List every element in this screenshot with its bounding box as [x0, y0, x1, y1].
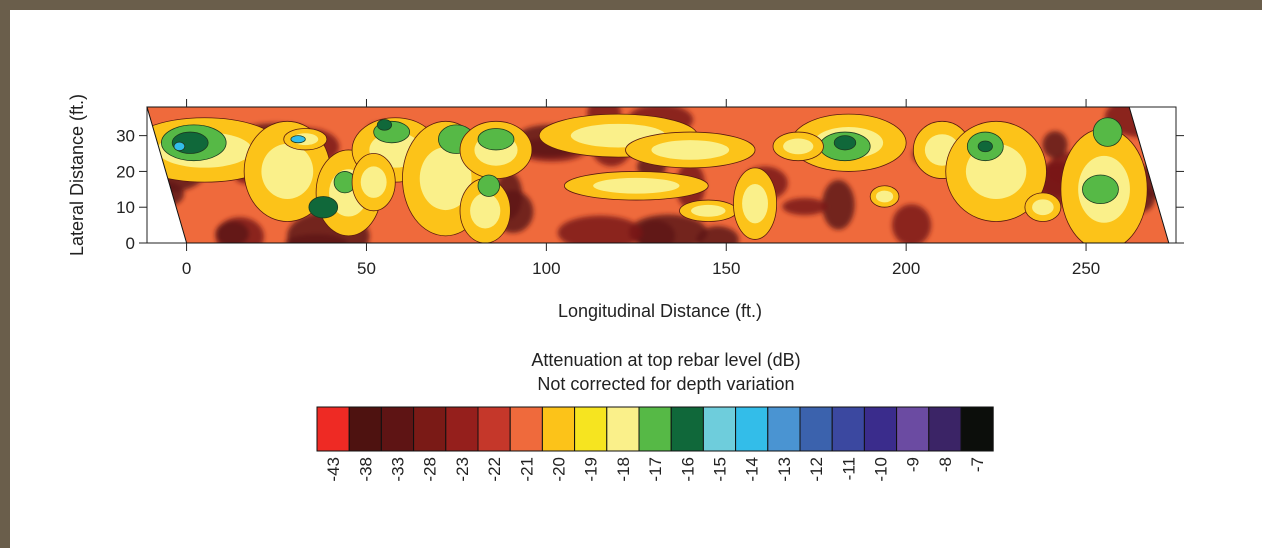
contour-region	[875, 190, 894, 203]
colorbar-label: -38	[356, 457, 375, 482]
y-axis: 0 10 20 30	[116, 127, 1184, 253]
colorbar-swatch	[316, 406, 350, 452]
contour-region	[593, 177, 680, 194]
colorbar-swatch	[509, 406, 543, 452]
colorbar-label: -33	[389, 457, 408, 482]
colorbar-label: -22	[485, 457, 504, 482]
figure-panel: 0 50 100 150 200 250 0 10 20 30 Longitudinal Dis…	[10, 10, 1262, 548]
colorbar-label: -17	[646, 457, 665, 482]
colorbar-swatch	[896, 406, 930, 452]
colorbar-swatch	[863, 406, 898, 452]
deck-outline	[146, 106, 1170, 244]
contour-region	[742, 183, 768, 224]
colorbar-swatch	[574, 406, 608, 452]
colorbar-swatch	[831, 406, 865, 452]
colorbar-swatch	[702, 406, 737, 452]
contour-region	[1082, 174, 1119, 205]
attenuation-map-figure: 0 50 100 150 200 250 0 10 20 30 Longitudinal Dis…	[67, 94, 1184, 482]
colorbar-label: -28	[421, 457, 440, 482]
contour-blob	[1042, 131, 1068, 159]
colorbar-swatch	[767, 406, 801, 452]
colorbar-label: -9	[904, 457, 923, 472]
contour-region	[360, 166, 387, 198]
contour-region	[977, 140, 993, 153]
colorbar-swatch	[928, 406, 962, 452]
x-tick-label: 200	[892, 259, 920, 278]
colorbar-title-line1: Attenuation at top rebar level (dB)	[531, 350, 800, 370]
colorbar-label: -20	[550, 457, 569, 482]
contour-blob	[892, 204, 932, 243]
contour-blob	[635, 220, 676, 243]
colorbar-swatch	[445, 406, 479, 452]
colorbar-swatch	[413, 406, 447, 452]
attenuation-contour-field	[147, 107, 1169, 243]
colorbar: -43 -38 -33 -28 -23 -22 -21 -20 -19 -18 -17 -16 -15-…	[316, 406, 994, 482]
x-tick-label: 0	[182, 259, 191, 278]
x-tick-label: 50	[357, 259, 376, 278]
colorbar-label: -18	[614, 457, 633, 482]
contour-blob	[215, 221, 250, 243]
colorbar-swatch	[638, 406, 672, 452]
x-axis-label: Longitudinal Distance (ft.)	[558, 301, 762, 321]
colorbar-label: -15	[711, 457, 730, 482]
colorbar-label: -10	[872, 457, 891, 482]
contour-region	[1092, 117, 1123, 147]
colorbar-label: -43	[324, 457, 343, 482]
colorbar-label: -16	[678, 457, 697, 482]
y-tick-label: 10	[116, 198, 135, 217]
colorbar-swatch	[348, 406, 382, 452]
x-axis: 0 50 100 150 200 250	[182, 99, 1100, 278]
colorbar-swatch	[477, 406, 511, 452]
contour-region	[783, 138, 814, 155]
colorbar-label: -7	[968, 457, 987, 472]
contour-region	[651, 140, 730, 160]
y-tick-label: 0	[126, 234, 135, 253]
colorbar-swatch	[670, 406, 704, 452]
contour-region	[470, 193, 501, 229]
contour-region	[261, 143, 314, 199]
contour-regions	[147, 113, 1148, 243]
colorbar-label: -23	[453, 457, 472, 482]
contour-region	[290, 135, 306, 144]
x-tick-label: 100	[532, 259, 560, 278]
colorbar-swatch	[735, 406, 769, 452]
contour-blob	[696, 226, 739, 243]
contour-region	[1032, 199, 1054, 216]
y-axis-label: Lateral Distance (ft.)	[67, 94, 87, 256]
colorbar-label: -13	[775, 457, 794, 482]
colorbar-label: -12	[807, 457, 826, 482]
colorbar-label: -21	[517, 457, 536, 482]
x-tick-label: 150	[712, 259, 740, 278]
contour-region	[691, 204, 726, 217]
contour-region	[419, 147, 472, 211]
y-tick-label: 30	[116, 127, 135, 146]
contour-region	[376, 119, 393, 131]
contour-blob	[782, 198, 828, 216]
colorbar-label: -14	[743, 457, 762, 482]
contour-region	[833, 135, 857, 151]
colorbar-label: -19	[582, 457, 601, 482]
colorbar-swatch	[799, 406, 833, 452]
colorbar-title-line2: Not corrected for depth variation	[537, 374, 794, 394]
y-tick-label: 20	[116, 162, 135, 181]
colorbar-swatch	[541, 406, 576, 452]
colorbar-swatch	[960, 406, 994, 452]
colorbar-swatch	[380, 406, 415, 452]
contour-region	[477, 174, 500, 197]
plot-area	[146, 106, 1177, 244]
contour-region	[308, 196, 339, 219]
colorbar-swatch	[606, 406, 640, 452]
colorbar-label: -8	[936, 457, 955, 472]
contour-blob	[557, 215, 643, 243]
contour-region	[173, 141, 186, 152]
contour-blob	[822, 180, 855, 230]
x-tick-label: 250	[1072, 259, 1100, 278]
colorbar-label: -11	[839, 457, 858, 480]
contour-region	[477, 128, 515, 151]
